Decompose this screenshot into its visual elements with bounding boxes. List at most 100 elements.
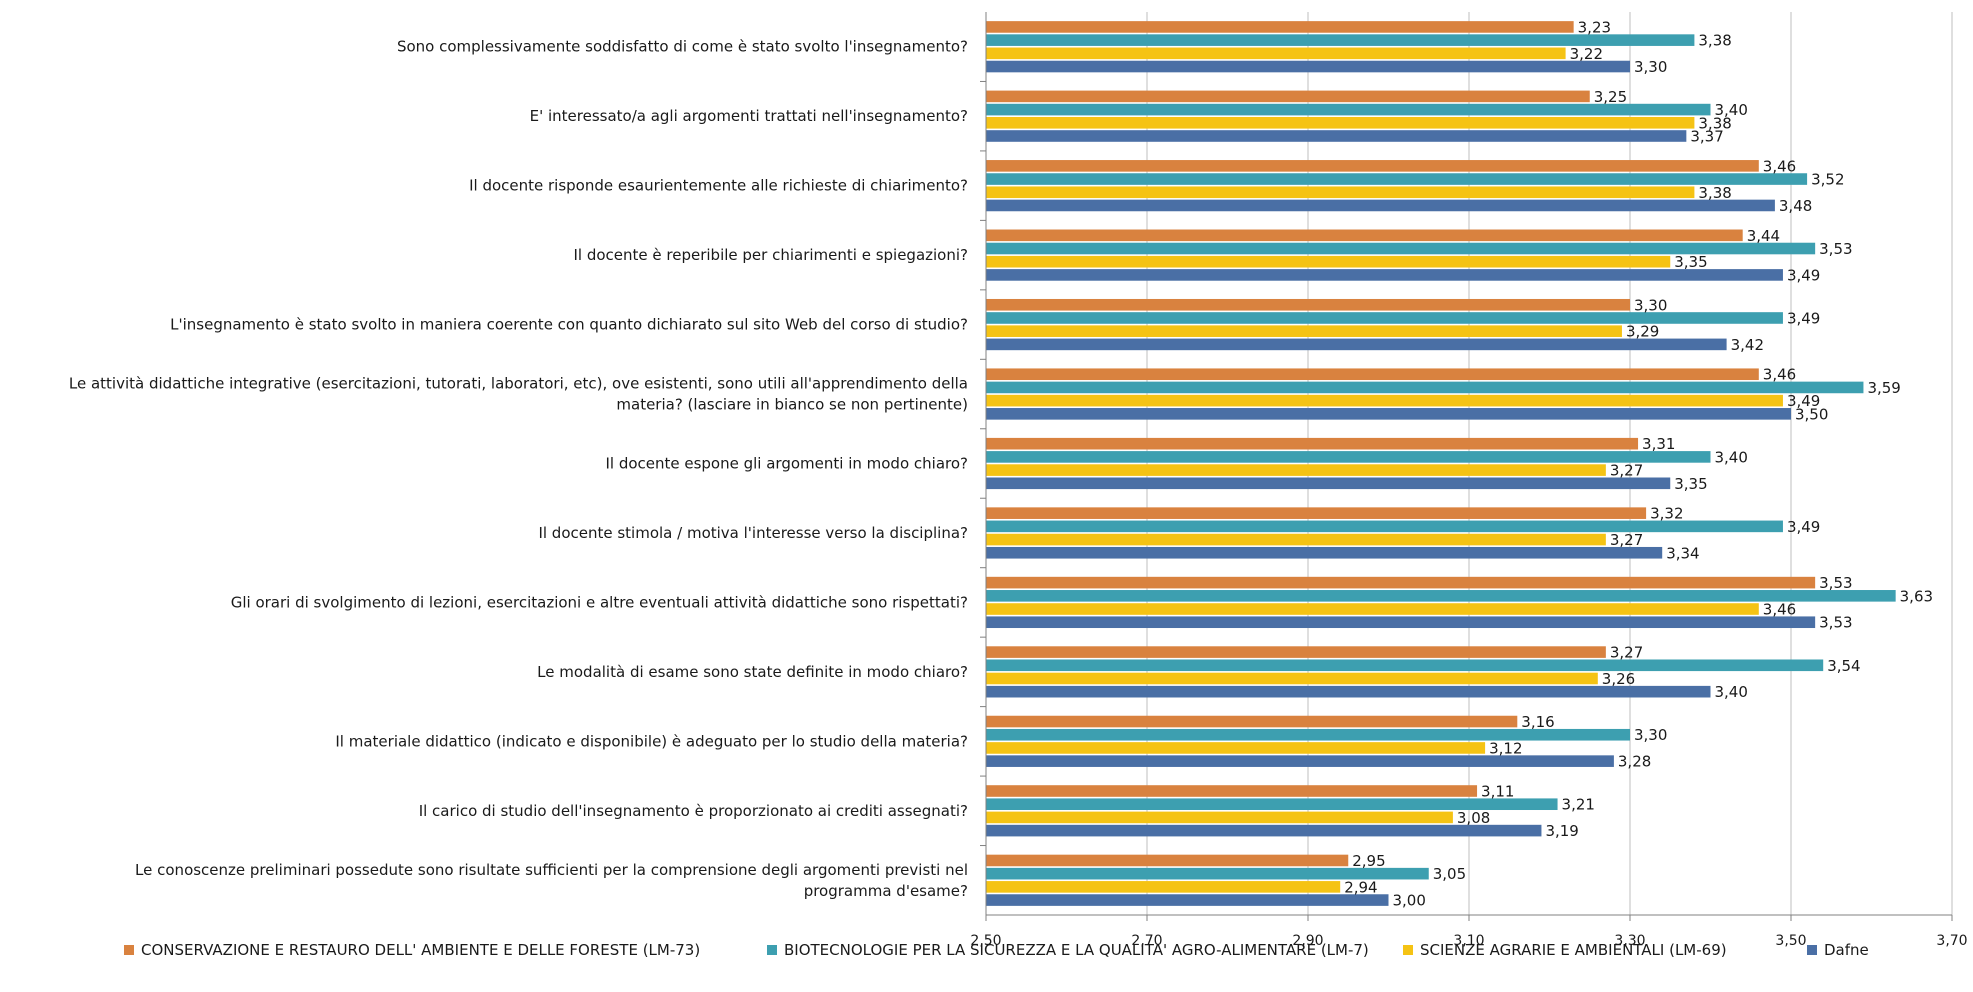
value-label: 3,44 xyxy=(1747,227,1780,245)
category-label: Il docente stimola / motiva l'interesse … xyxy=(538,524,968,542)
bar xyxy=(986,186,1695,199)
bar xyxy=(986,464,1606,476)
value-label: 3,00 xyxy=(1393,892,1426,910)
bar xyxy=(986,130,1687,142)
value-label: 3,30 xyxy=(1634,58,1667,76)
bar xyxy=(986,672,1598,685)
value-label: 3,63 xyxy=(1900,587,1933,605)
bar xyxy=(986,881,1341,893)
category-label: Le modalità di esame sono state definite… xyxy=(537,663,968,681)
value-label: 3,37 xyxy=(1690,127,1723,145)
bar xyxy=(986,47,1566,60)
category-label: E' interessato/a agli argomenti trattati… xyxy=(530,107,968,125)
legend: CONSERVAZIONE E RESTAURO DELL' AMBIENTE … xyxy=(124,941,1869,959)
bar xyxy=(986,811,1453,824)
category-label: Il materiale didattico (indicato e dispo… xyxy=(335,732,968,750)
category-label: Sono complessivamente soddisfatto di com… xyxy=(397,38,968,56)
value-label: 3,46 xyxy=(1763,601,1796,619)
bar xyxy=(986,685,1711,698)
bar xyxy=(986,603,1759,615)
value-label: 3,54 xyxy=(1827,657,1860,675)
value-label: 3,22 xyxy=(1570,45,1603,63)
x-tick-labels: 2,50 2,70 2,90 3,10 3,30 3,50 3,70 xyxy=(970,933,1967,949)
axes xyxy=(980,12,1953,921)
category-labels: Sono complessivamente soddisfatto di com… xyxy=(69,38,968,900)
category-label: Le attività didattiche integrative (eser… xyxy=(69,375,968,393)
value-labels: 3,233,383,223,303,253,403,383,373,463,52… xyxy=(1344,18,1933,909)
bar xyxy=(986,507,1647,519)
value-label: 3,38 xyxy=(1698,114,1731,132)
bar xyxy=(986,325,1622,337)
category-label: programma d'esame? xyxy=(804,882,968,900)
value-label: 3,11 xyxy=(1481,783,1514,801)
bar xyxy=(986,646,1606,658)
bar xyxy=(986,785,1478,797)
bar xyxy=(986,533,1606,546)
value-label: 3,27 xyxy=(1610,462,1643,480)
legend-swatch xyxy=(1807,945,1817,955)
value-label: 3,35 xyxy=(1674,253,1707,271)
value-label: 3,32 xyxy=(1650,505,1683,523)
value-label: 3,16 xyxy=(1521,713,1554,731)
bar xyxy=(986,34,1695,46)
value-label: 3,30 xyxy=(1634,296,1667,314)
x-tick-label: 2,90 xyxy=(1292,933,1323,949)
bar xyxy=(986,437,1639,450)
bar xyxy=(986,576,1816,589)
value-label: 3,23 xyxy=(1578,18,1611,36)
value-label: 3,31 xyxy=(1642,435,1675,453)
value-label: 3,38 xyxy=(1698,32,1731,50)
category-label: Il docente è reperibile per chiarimenti … xyxy=(573,246,968,264)
x-tick-label: 3,50 xyxy=(1775,933,1806,949)
bar xyxy=(986,338,1727,351)
bar xyxy=(986,21,1574,33)
value-label: 3,25 xyxy=(1594,88,1627,106)
bar xyxy=(986,298,1630,311)
x-tick-label: 2,70 xyxy=(1131,933,1162,949)
bar xyxy=(986,854,1349,867)
value-label: 3,27 xyxy=(1610,644,1643,662)
category-label: Le conoscenze preliminari possedute sono… xyxy=(135,861,968,879)
bar xyxy=(986,798,1558,811)
value-label: 3,59 xyxy=(1867,379,1900,397)
legend-swatch xyxy=(124,945,134,955)
value-label: 3,26 xyxy=(1602,670,1635,688)
bar xyxy=(986,408,1791,420)
value-label: 3,28 xyxy=(1618,753,1651,771)
bar xyxy=(986,199,1775,212)
bar xyxy=(986,824,1542,837)
value-label: 3,30 xyxy=(1634,726,1667,744)
bar xyxy=(986,229,1743,242)
value-label: 3,50 xyxy=(1795,405,1828,423)
value-label: 3,49 xyxy=(1787,309,1820,327)
bar xyxy=(986,60,1630,73)
bar xyxy=(986,173,1808,185)
bar xyxy=(986,381,1864,394)
bar xyxy=(986,103,1711,116)
bar xyxy=(986,590,1896,602)
value-label: 3,35 xyxy=(1674,475,1707,493)
bar xyxy=(986,755,1614,767)
bar xyxy=(986,160,1759,172)
bar xyxy=(986,312,1783,324)
bar xyxy=(986,368,1759,381)
x-tick-label: 3,10 xyxy=(1453,933,1484,949)
value-label: 2,94 xyxy=(1344,878,1377,896)
bar xyxy=(986,242,1816,255)
value-label: 3,48 xyxy=(1779,197,1812,215)
value-label: 3,34 xyxy=(1666,544,1699,562)
x-tick-label: 2,50 xyxy=(970,933,1001,949)
value-label: 3,40 xyxy=(1715,101,1748,119)
value-label: 3,38 xyxy=(1698,184,1731,202)
bar xyxy=(986,616,1816,629)
value-label: 3,40 xyxy=(1715,448,1748,466)
legend-swatch xyxy=(1403,945,1413,955)
value-label: 3,42 xyxy=(1731,336,1764,354)
grid-lines xyxy=(1146,12,1953,915)
bar xyxy=(986,715,1518,728)
value-label: 3,53 xyxy=(1819,614,1852,632)
bar xyxy=(986,394,1783,407)
x-tick-label: 3,70 xyxy=(1936,933,1967,949)
legend-label: Dafne xyxy=(1824,941,1869,959)
